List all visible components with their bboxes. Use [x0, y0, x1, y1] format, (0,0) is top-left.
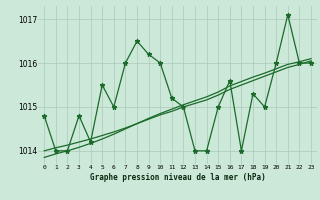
X-axis label: Graphe pression niveau de la mer (hPa): Graphe pression niveau de la mer (hPa): [90, 173, 266, 182]
